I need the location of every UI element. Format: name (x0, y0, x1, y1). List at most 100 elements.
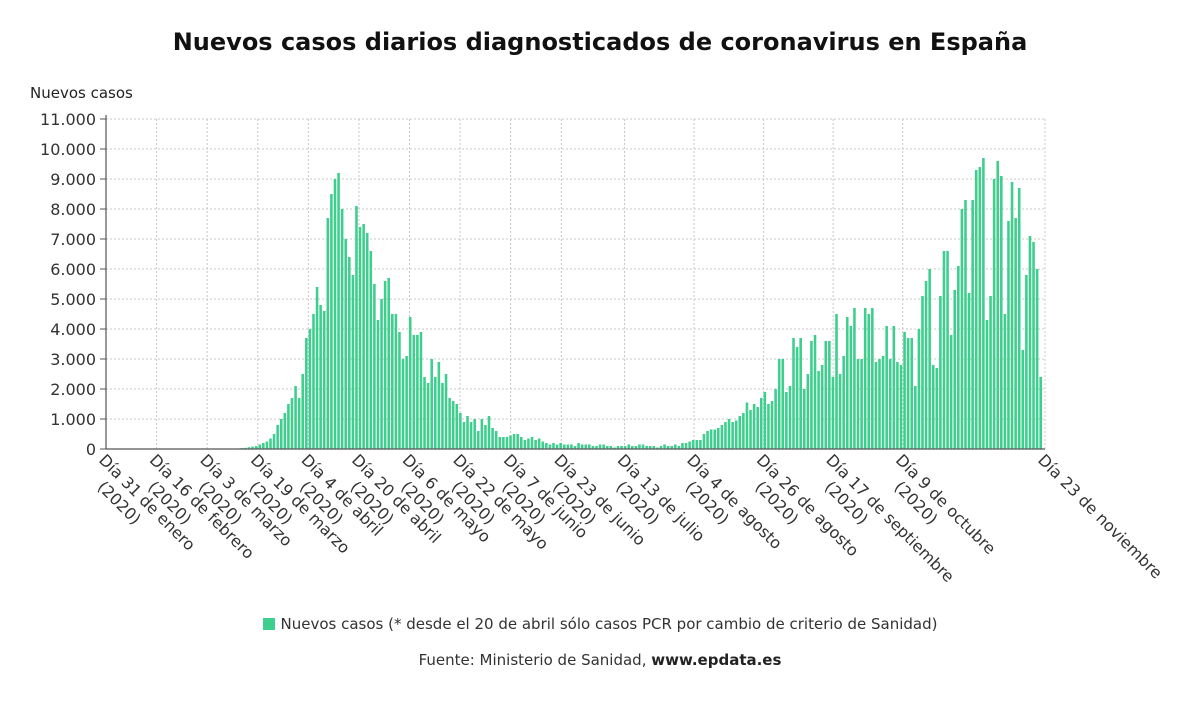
bar (254, 446, 258, 449)
bar (813, 335, 817, 449)
y-tick-label: 5.000 (50, 290, 96, 309)
bar (534, 440, 537, 449)
bar (559, 443, 562, 449)
bar (391, 314, 394, 449)
bar (609, 446, 613, 449)
bar (931, 365, 935, 449)
bar (663, 444, 666, 449)
bar (562, 444, 566, 449)
bar (509, 435, 512, 449)
bar (494, 431, 498, 449)
bar (892, 326, 896, 449)
bar (373, 284, 376, 449)
bar (487, 416, 491, 449)
y-tick-label: 9.000 (50, 170, 96, 189)
bar (426, 383, 430, 449)
bar (294, 386, 297, 449)
bar (541, 441, 545, 449)
x-axis-ticks: Día 31 de enero(2020) Día 16 de febrero(2… (94, 450, 1166, 586)
bar (412, 335, 416, 449)
bar (666, 446, 670, 449)
bar (480, 419, 484, 449)
bar (405, 356, 408, 449)
bar (1032, 242, 1035, 449)
bar (441, 383, 444, 449)
bar (451, 401, 455, 449)
bar (315, 287, 319, 449)
bar (878, 359, 881, 449)
bar (337, 173, 340, 449)
bar-series (219, 158, 1042, 449)
bar (720, 425, 724, 449)
bar (312, 314, 315, 449)
bar (433, 377, 437, 449)
bar (874, 362, 878, 449)
bar (627, 444, 631, 449)
bar (369, 251, 373, 449)
bar (588, 444, 591, 449)
bar (1039, 377, 1042, 449)
bar (756, 407, 759, 449)
bar (942, 251, 946, 449)
bar (623, 446, 627, 449)
bar (734, 420, 738, 449)
bar (616, 446, 620, 449)
bar (717, 428, 720, 449)
bar (620, 446, 623, 449)
legend-swatch (262, 618, 275, 630)
bar (795, 347, 799, 449)
bar (383, 281, 387, 449)
bar (992, 179, 996, 449)
bar (641, 444, 645, 449)
bar (670, 446, 674, 449)
bar (828, 341, 831, 449)
bar (469, 422, 473, 449)
bar (598, 444, 602, 449)
bar (365, 233, 369, 449)
bar (537, 438, 541, 449)
bar (545, 443, 548, 449)
bar (394, 314, 398, 449)
bar (820, 365, 824, 449)
bar (713, 429, 717, 449)
bar (251, 446, 254, 449)
source-site[interactable]: www.epdata.es (651, 651, 782, 669)
bar (340, 209, 344, 449)
bar (577, 443, 580, 449)
bar (824, 341, 828, 449)
bar (1035, 269, 1039, 449)
bar (810, 341, 813, 449)
bar (745, 402, 749, 449)
bar (398, 332, 401, 449)
bar (355, 206, 358, 449)
bar (573, 446, 577, 449)
bar (570, 444, 573, 449)
bar (727, 419, 731, 449)
bar (466, 416, 469, 449)
y-tick-label: 11.000 (40, 110, 96, 129)
bar (953, 290, 957, 449)
bar (344, 239, 348, 449)
bar (702, 434, 706, 449)
bar (871, 308, 874, 449)
bar (1010, 182, 1014, 449)
bar (548, 444, 552, 449)
bar (960, 209, 964, 449)
bar (863, 308, 867, 449)
bar (924, 281, 928, 449)
bar (917, 329, 921, 449)
y-tick-label: 1.000 (50, 410, 96, 429)
bar (903, 332, 906, 449)
bar (749, 410, 752, 449)
bar (684, 443, 688, 449)
bar (838, 374, 842, 449)
bar (906, 338, 910, 449)
bar (1028, 236, 1032, 449)
y-tick-label: 7.000 (50, 230, 96, 249)
bar (770, 401, 774, 449)
bar (272, 434, 276, 449)
legend[interactable]: Nuevos casos (* desde el 20 de abril sól… (0, 615, 1200, 633)
bar (502, 437, 505, 449)
bar (308, 329, 312, 449)
bar (283, 413, 287, 449)
